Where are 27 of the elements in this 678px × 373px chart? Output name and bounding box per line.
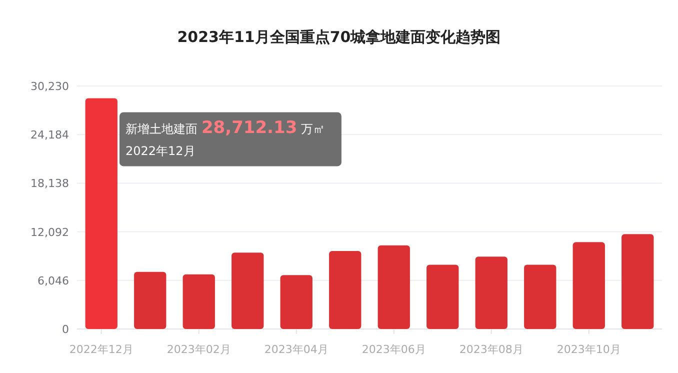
bar xyxy=(475,256,508,329)
bar xyxy=(280,275,312,329)
bar xyxy=(378,245,410,329)
bar xyxy=(329,251,362,329)
y-tick-label: 30,230 xyxy=(30,80,69,93)
chart-title: 2023年11月全国重点70城拿地建面变化趋势图 xyxy=(177,28,501,46)
x-tick-label: 2022年12月 xyxy=(69,343,134,356)
x-tick-label: 2023年04月 xyxy=(264,343,328,356)
y-tick-label: 0 xyxy=(62,323,69,336)
y-tick-label: 6,046 xyxy=(38,274,69,288)
bar xyxy=(622,234,654,329)
annotation: 2022年12月 xyxy=(125,144,196,158)
bar xyxy=(426,264,459,329)
x-tick-label: 2023年10月 xyxy=(556,343,621,356)
bar xyxy=(572,242,605,329)
y-tick-label: 24,184 xyxy=(30,128,69,142)
bar xyxy=(524,264,556,329)
bar xyxy=(182,274,215,329)
bar xyxy=(85,98,118,329)
x-tick-label: 2023年08月 xyxy=(459,343,524,356)
y-tick-label: 12,092 xyxy=(30,226,69,239)
bar xyxy=(134,272,166,329)
y-tick-label: 18,138 xyxy=(30,177,69,190)
x-tick-label: 2023年06月 xyxy=(362,343,426,356)
x-tick-label: 2023年02月 xyxy=(166,343,231,356)
bar xyxy=(232,252,264,329)
annotation: 新增土地建面 28,712.13 万㎡ xyxy=(125,118,326,138)
